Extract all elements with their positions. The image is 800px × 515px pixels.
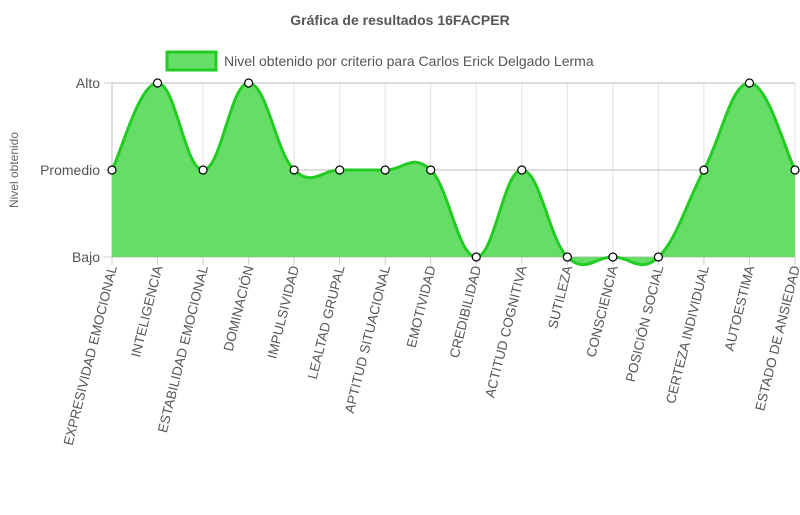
x-tick-label: EXPRESIVIDAD EMOCIONAL — [61, 264, 120, 447]
x-tick-label: ESTABILIDAD EMOCIONAL — [155, 264, 211, 435]
x-tick-label: INTELIGENCIA — [128, 264, 165, 359]
x-tick-label: SUTILEZA — [545, 264, 575, 330]
y-tick-label: Promedio — [40, 162, 100, 178]
legend-swatch — [165, 50, 218, 72]
x-tick-label: CONSCIENCIA — [584, 264, 621, 359]
data-point[interactable] — [471, 252, 481, 262]
x-tick-label: AUTOESTIMA — [722, 264, 758, 353]
legend-label: Nivel obtenido por criterio para Carlos … — [224, 53, 594, 69]
data-point[interactable] — [152, 78, 163, 88]
y-tick-label: Bajo — [72, 249, 100, 265]
data-point[interactable] — [380, 165, 390, 175]
x-tick-label: DOMINACIÓN — [221, 264, 257, 353]
data-point[interactable] — [744, 78, 755, 88]
y-tick-label: Alto — [76, 75, 100, 91]
data-point[interactable] — [790, 165, 800, 175]
series-area — [110, 81, 797, 267]
data-point[interactable] — [699, 165, 709, 175]
x-tick-label: POSICIÓN SOCIAL — [623, 264, 667, 384]
data-point[interactable] — [653, 252, 664, 262]
data-point[interactable] — [426, 165, 436, 175]
data-points — [107, 78, 800, 262]
legend[interactable]: Nivel obtenido por criterio para Carlos … — [165, 50, 594, 72]
x-tick-label: CREDIBILIDAD — [447, 264, 484, 360]
y-axis-label: Nivel obtenido — [7, 132, 21, 208]
x-tick-label: APTITUD SITUACIONAL — [342, 264, 393, 415]
x-tick-label: EMOTIVIDAD — [404, 264, 439, 349]
y-tick-labels: Bajo Promedio Alto — [40, 75, 100, 265]
x-tick-label: ESTADO DE ANSIEDAD — [752, 264, 800, 412]
data-point[interactable] — [289, 165, 299, 175]
data-point[interactable] — [517, 165, 527, 175]
x-tick-label: CERTEZA INDIVIDUAL — [663, 264, 712, 405]
data-point[interactable] — [608, 252, 618, 262]
series-line — [110, 81, 797, 267]
data-point[interactable] — [335, 165, 345, 175]
data-point[interactable] — [107, 165, 117, 175]
x-tick-label: ACTITUD COGNITIVA — [482, 264, 529, 399]
series-fill — [112, 83, 795, 265]
data-point[interactable] — [562, 252, 572, 262]
x-tick-labels: EXPRESIVIDAD EMOCIONAL INTELIGENCIAESTABI… — [61, 264, 800, 447]
x-tick-label: LEALTAD GRUPAL — [305, 264, 348, 381]
data-point[interactable] — [198, 165, 208, 175]
x-tick-label: IMPULSIVIDAD — [264, 264, 302, 360]
chart-title: Gráfica de resultados 16FACPER — [290, 12, 509, 28]
data-point[interactable] — [244, 78, 254, 88]
